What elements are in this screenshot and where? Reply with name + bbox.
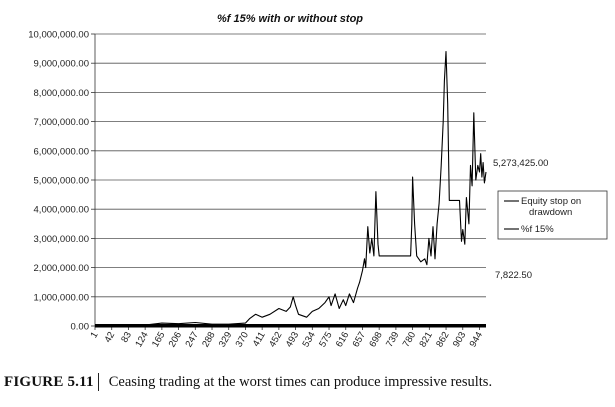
legend-label-line: Equity stop on [521,196,581,207]
figure-label: FIGURE 5.11 [4,374,94,391]
x-tick-label: 862 [434,330,451,349]
x-tick-label: 739 [384,330,401,349]
x-tick-label: 83 [119,330,134,345]
y-tick-label: 0.00 [71,322,90,333]
annotation-final-f15: 7,822.50 [495,270,532,281]
x-tick-label: 575 [317,330,334,349]
figure-caption-text: Ceasing trading at the worst times can p… [109,374,492,391]
y-axis-tick-labels: 0.00 1,000,000.00 2,000,000.00 3,000,000.00… [28,30,89,333]
legend-label-line: drawdown [529,207,572,218]
x-axis-tick-labels: 1 42 83 124 165 206 247 288 329 370 411 452 493 534 57… [88,330,485,349]
x-tick-label: 780 [401,330,418,349]
x-tick-label: 452 [267,330,284,349]
x-tick-label: 411 [251,330,268,349]
y-tick-label: 1,000,000.00 [34,292,89,303]
legend: Equity stop on drawdown %f 15% [498,191,607,239]
x-tick-label: 124 [133,330,150,349]
x-tick-label: 165 [150,330,167,349]
legend-label-equity-stop: Equity stop on drawdown [521,196,581,218]
x-tick-label: 288 [200,330,217,349]
x-tick-label: 821 [417,330,434,349]
legend-label-f15: %f 15% [521,224,554,235]
y-tick-label: 8,000,000.00 [34,88,89,99]
caption-divider [98,373,99,391]
y-tick-label: 10,000,000.00 [28,30,89,41]
y-tick-label: 5,000,000.00 [34,176,89,187]
x-tick-label: 42 [102,330,117,345]
x-tick-label: 657 [351,330,368,349]
chart: %f 15% with or without stop 0.00 1,000,00… [0,0,615,365]
y-tick-label: 7,000,000.00 [34,117,89,128]
x-tick-label: 698 [367,330,384,349]
x-tick-label: 329 [217,330,234,349]
y-tick-label: 2,000,000.00 [34,263,89,274]
chart-title: %f 15% with or without stop [217,13,363,25]
x-tick-label: 903 [451,330,468,349]
y-tick-label: 6,000,000.00 [34,146,89,157]
x-tick-label: 206 [167,330,184,349]
x-tick-label: 944 [468,330,485,349]
x-tick-label: 534 [300,330,317,349]
y-tick-label: 3,000,000.00 [34,234,89,245]
y-tick-label: 4,000,000.00 [34,205,89,216]
x-tick-label: 370 [234,330,251,349]
x-tick-label: 493 [284,330,301,349]
gridlines [91,34,486,330]
figure-caption: FIGURE 5.11 Ceasing trading at the worst… [4,368,609,396]
x-tick-label: 1 [88,330,100,340]
y-tick-label: 9,000,000.00 [34,59,89,70]
annotation-final-equity: 5,273,425.00 [493,158,548,169]
x-tick-label: 247 [183,330,200,349]
x-tick-label: 616 [334,330,351,349]
